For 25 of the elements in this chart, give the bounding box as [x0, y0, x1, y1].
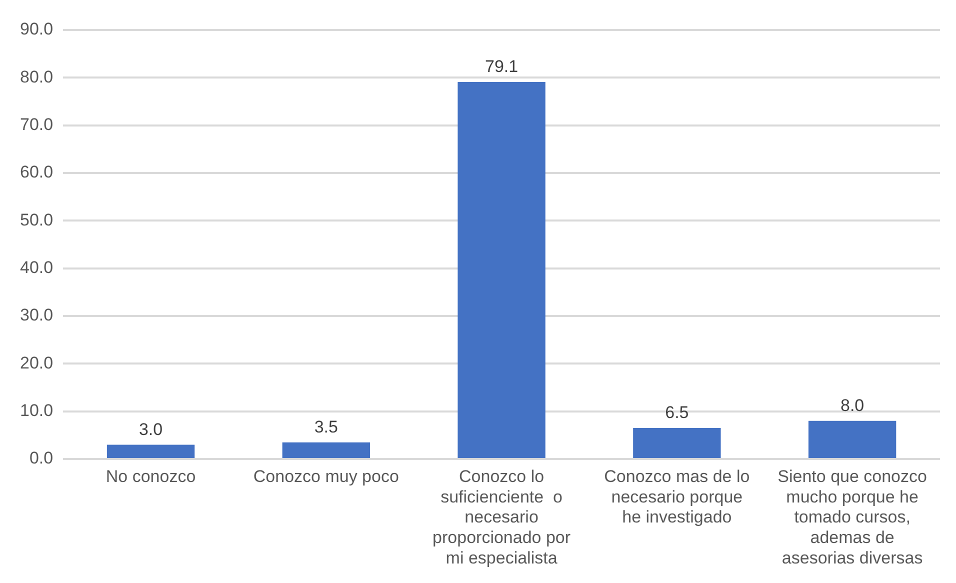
x-tick-label: Conozco mas de lo necesario porque he investigado: [604, 466, 750, 527]
y-tick-label: 10.0: [20, 401, 54, 420]
bar: [808, 420, 896, 458]
y-tick-label: 20.0: [20, 353, 54, 372]
bar: [106, 444, 195, 458]
data-label: 3.0: [138, 420, 163, 439]
y-tick-label: 70.0: [20, 115, 54, 134]
data-label: 79.1: [484, 57, 518, 76]
data-label: 6.5: [665, 403, 689, 422]
x-tick-label: Siento que conozco mucho porque he tomado cursos, ademas de asesorias diversas: [778, 466, 927, 568]
data-label: 3.5: [314, 418, 338, 437]
y-tick-label: 80.0: [20, 67, 54, 86]
y-tick-label: 40.0: [20, 258, 54, 278]
x-tick-label: No conozco: [106, 466, 196, 486]
y-tick-label: 30.0: [20, 306, 54, 325]
y-tick-label: 90.0: [20, 20, 54, 39]
x-tick-label: Conozco lo suficienciente o necesario proporcionado por mi especialista: [432, 466, 571, 568]
y-tick-label: 60.0: [20, 162, 54, 182]
data-label: 8.0: [840, 396, 864, 416]
y-tick-label: 50.0: [20, 210, 54, 230]
y-tick-label: 0.0: [29, 448, 54, 468]
x-tick-label: Conozco muy poco: [253, 466, 399, 486]
bar: [458, 82, 546, 458]
bar: [282, 442, 370, 458]
bar: [633, 428, 721, 458]
